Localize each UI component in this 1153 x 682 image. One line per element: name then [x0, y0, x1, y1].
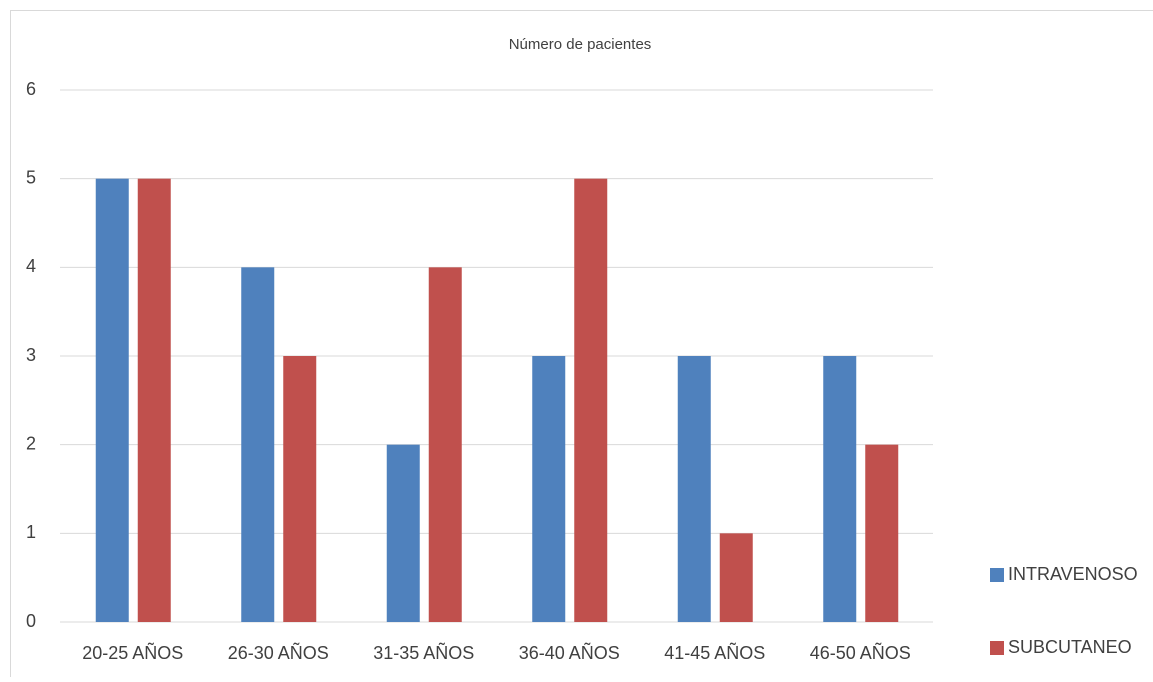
bar	[283, 356, 316, 622]
y-tick-label: 3	[26, 345, 36, 365]
x-tick-label: 31-35 AÑOS	[373, 642, 474, 663]
bar	[241, 267, 274, 622]
bar	[574, 179, 607, 622]
legend-label: INTRAVENOSO	[1008, 564, 1138, 584]
legend-swatch	[990, 641, 1004, 655]
y-tick-label: 4	[26, 256, 36, 276]
bar	[387, 445, 420, 622]
x-tick-label: 20-25 AÑOS	[82, 642, 183, 663]
y-tick-label: 2	[26, 433, 36, 453]
bar	[429, 267, 462, 622]
x-tick-label: 46-50 AÑOS	[810, 642, 911, 663]
bar	[720, 533, 753, 622]
legend-label: SUBCUTANEO	[1008, 637, 1132, 657]
y-tick-label: 1	[26, 522, 36, 542]
bar	[823, 356, 856, 622]
y-tick-label: 0	[26, 611, 36, 631]
x-tick-label: 41-45 AÑOS	[664, 642, 765, 663]
bar	[865, 445, 898, 622]
x-tick-label: 26-30 AÑOS	[228, 642, 329, 663]
bar	[138, 179, 171, 622]
bar	[532, 356, 565, 622]
y-tick-label: 5	[26, 167, 36, 187]
chart-title: Número de pacientes	[509, 36, 652, 53]
y-tick-label: 6	[26, 79, 36, 99]
legend-swatch	[990, 568, 1004, 582]
x-tick-label: 36-40 AÑOS	[519, 642, 620, 663]
bar	[96, 179, 129, 622]
bar	[678, 356, 711, 622]
